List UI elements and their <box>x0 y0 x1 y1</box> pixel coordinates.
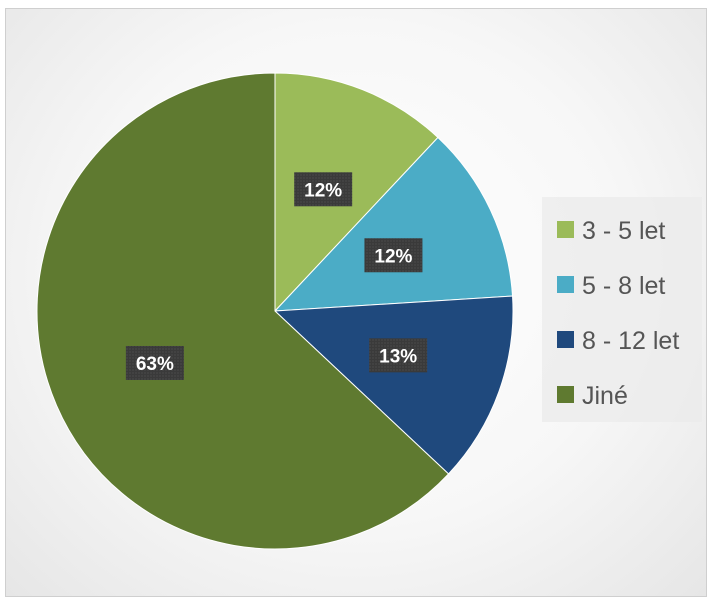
pie-slice-3 <box>273 295 514 475</box>
pie-slice-1 <box>274 72 439 313</box>
data-label: 12% <box>374 246 412 267</box>
legend-label: 3 - 5 let <box>582 217 665 245</box>
legend-swatch <box>557 386 574 403</box>
data-labels: 12% 12% 13% 63% <box>125 172 428 380</box>
data-label: 13% <box>379 346 417 367</box>
data-label-background <box>125 345 184 380</box>
data-label: 63% <box>136 354 174 375</box>
legend: 3 - 5 let 5 - 8 let 8 - 12 let Jiné <box>557 217 679 410</box>
data-label-background <box>369 338 428 373</box>
legend-label: 5 - 8 let <box>582 272 665 300</box>
legend-swatch <box>557 331 574 348</box>
data-label: 12% <box>304 180 342 201</box>
data-label-background <box>364 238 423 273</box>
pie-slices <box>36 72 514 550</box>
legend-label: 8 - 12 let <box>582 327 679 355</box>
legend-label: Jiné <box>582 382 628 410</box>
data-label-background <box>294 172 353 207</box>
legend-swatch <box>557 276 574 293</box>
pie-slice-4 <box>36 72 450 550</box>
legend-swatch <box>557 221 574 238</box>
pie-slice-2 <box>273 136 514 312</box>
